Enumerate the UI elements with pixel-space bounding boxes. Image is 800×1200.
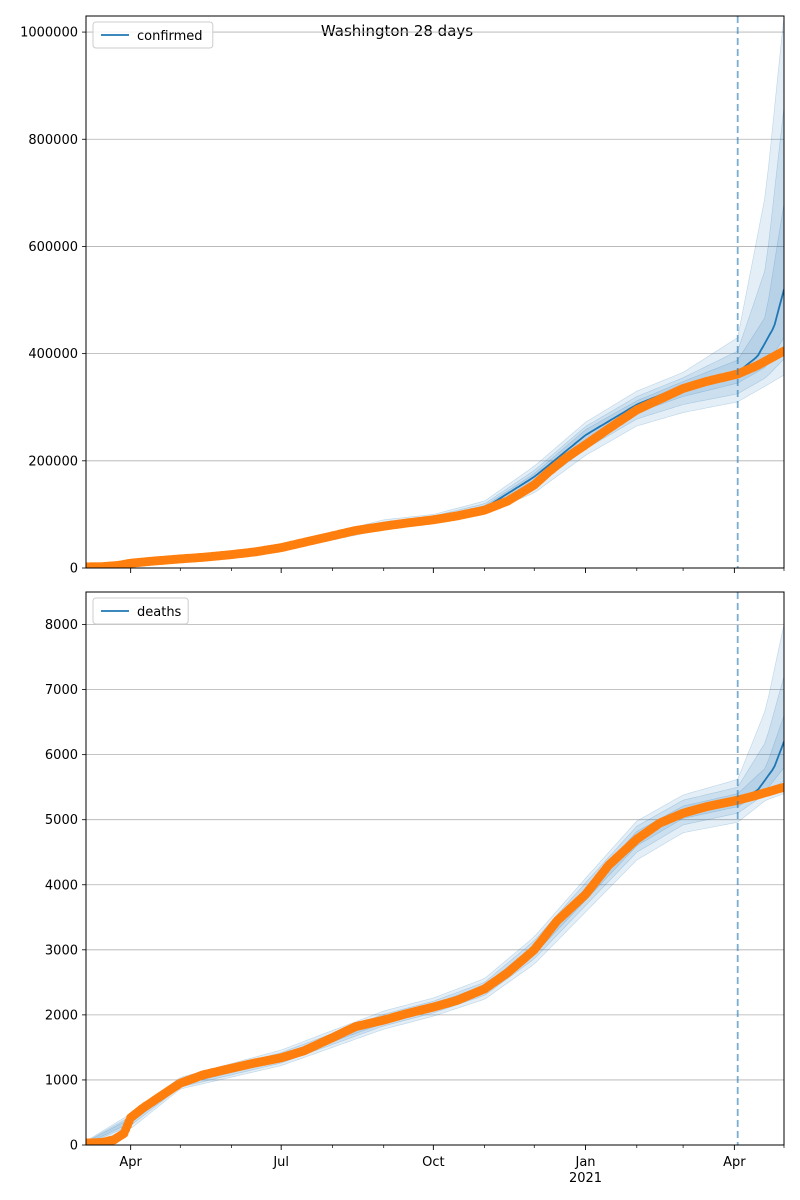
x-tick-label: Jan (574, 1155, 595, 1170)
uncertainty-band (86, 107, 784, 568)
y-tick-label: 2000 (45, 1008, 78, 1023)
figure-title: Washington 28 days (321, 22, 473, 40)
observed-point (779, 782, 784, 792)
y-tick-label: 6000 (45, 748, 78, 763)
axes-frame (85, 591, 785, 1146)
y-tick-label: 5000 (45, 813, 78, 828)
axes-frame (85, 15, 785, 569)
x-tick-label: Apr (723, 1155, 746, 1170)
plot-area (86, 624, 784, 1145)
x-tick-label: Jul (272, 1155, 289, 1170)
legend-box (92, 21, 214, 49)
x-tick-label: Apr (119, 1155, 142, 1170)
x-tick-label: Oct (422, 1155, 444, 1170)
y-tick-label: 1000 (45, 1073, 78, 1088)
legend-label: deaths (137, 605, 182, 620)
deaths-panel: 0 1000 2000 3000 4000 5000 6000 7000 8000 Apr Jul O… (45, 591, 785, 1186)
legend-label: confirmed (137, 29, 203, 44)
observed-point (779, 346, 784, 356)
legend: deaths (92, 597, 189, 625)
plot-area (86, 16, 784, 568)
y-tick-label: 200000 (28, 454, 78, 469)
y-tick-label: 0 (70, 562, 78, 577)
y-tick-label: 0 (70, 1139, 78, 1154)
y-tick-label: 600000 (28, 240, 78, 255)
x-tick-sublabel: 2021 (569, 1171, 602, 1186)
uncertainty-band (86, 624, 784, 1145)
uncertainty-band (86, 16, 784, 568)
model-line (86, 289, 784, 568)
uncertainty-band (86, 676, 784, 1145)
legend-box (92, 597, 189, 625)
y-tick-label: 8000 (45, 618, 78, 633)
y-tick-label: 4000 (45, 878, 78, 893)
y-tick-label: 400000 (28, 347, 78, 362)
y-tick-label: 800000 (28, 133, 78, 148)
y-tick-label: 7000 (45, 683, 78, 698)
y-tick-label: 3000 (45, 943, 78, 958)
confirmed-panel: 0 200000 400000 600000 800000 1000000 confirme… (20, 15, 785, 577)
legend: confirmed (92, 21, 214, 49)
y-tick-label: 1000000 (20, 26, 78, 41)
